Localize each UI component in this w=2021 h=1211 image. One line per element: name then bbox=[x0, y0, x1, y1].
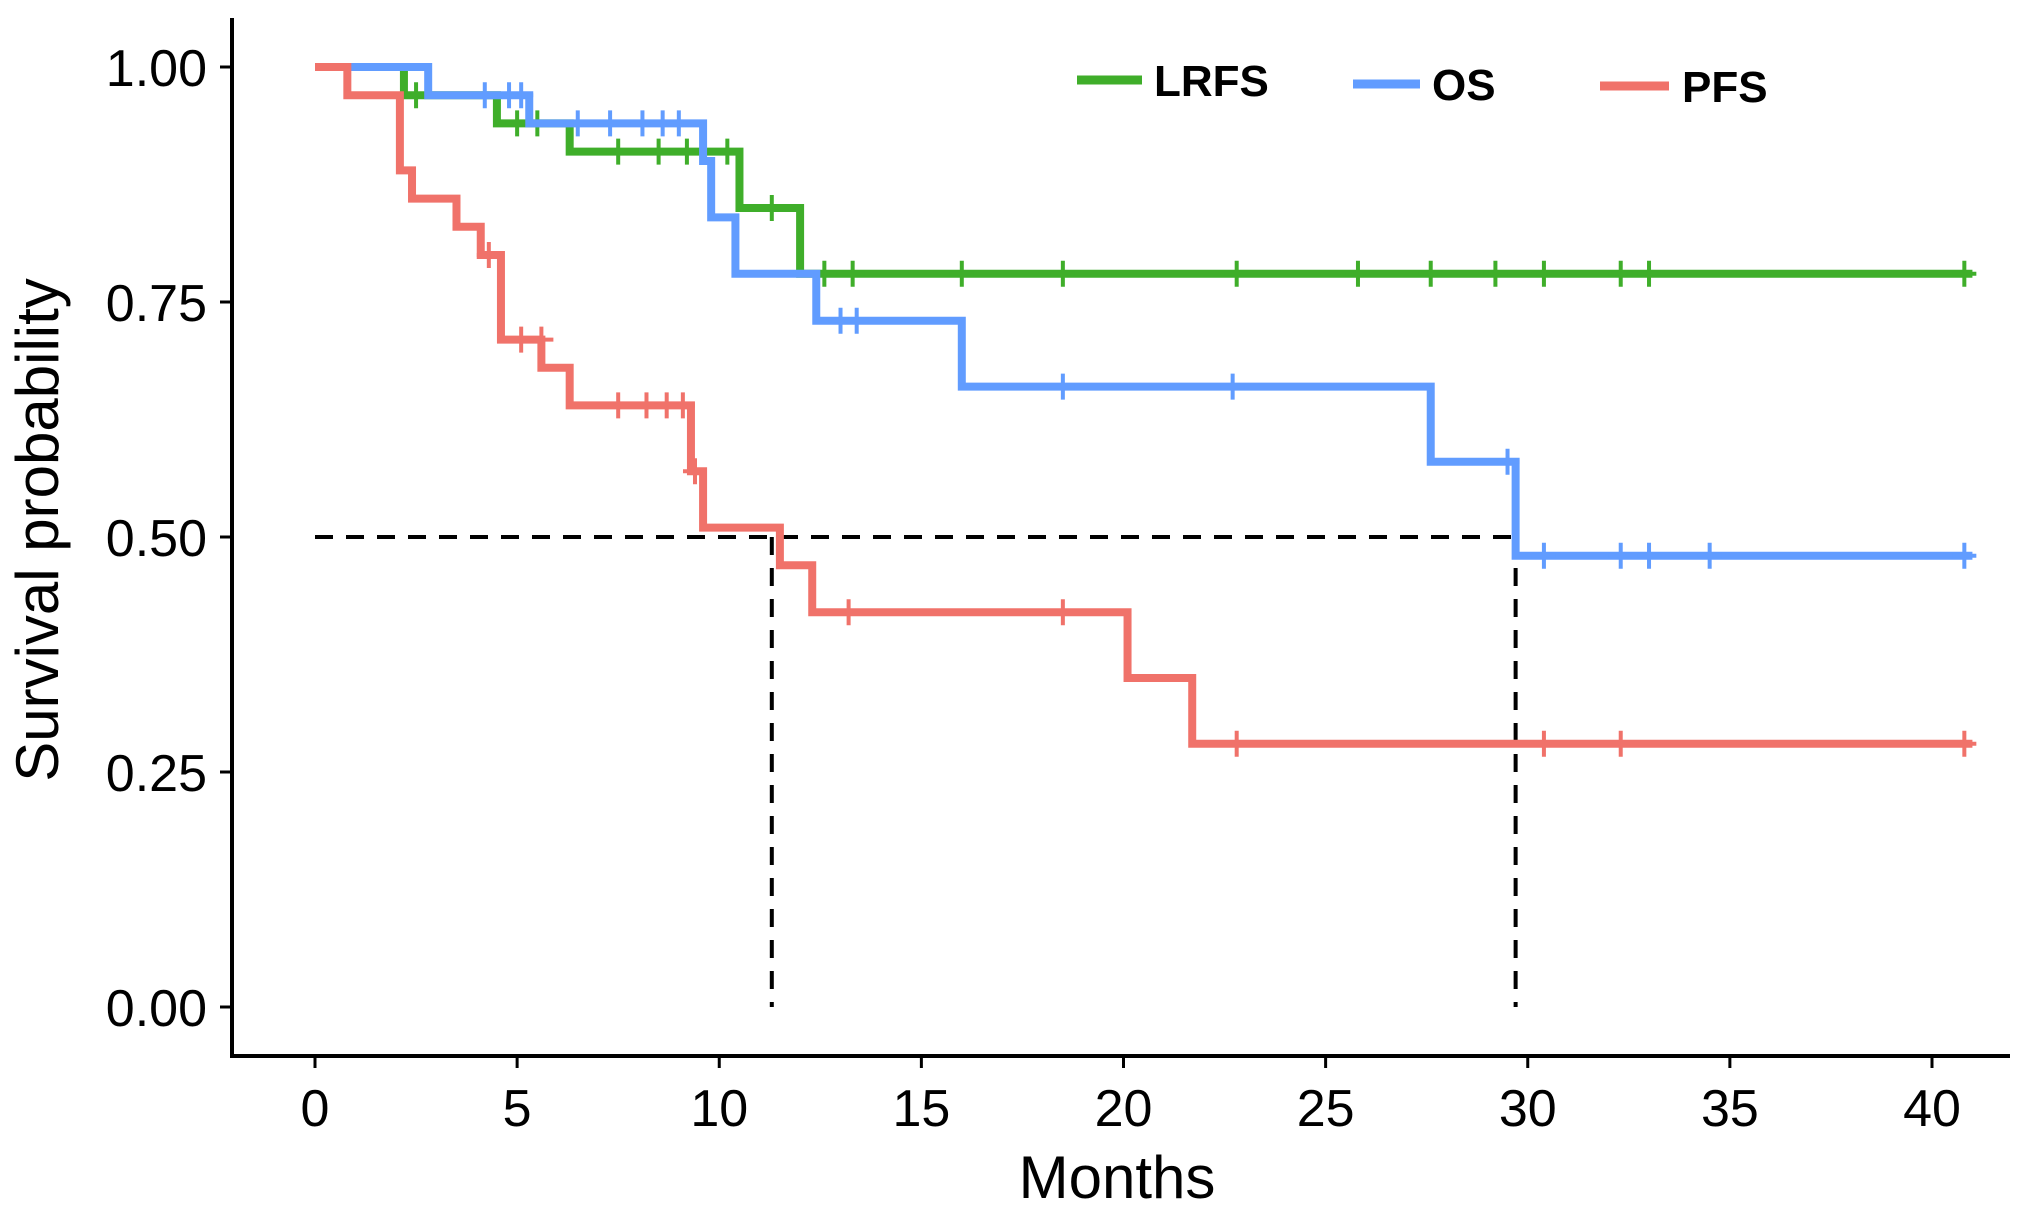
x-tick-label: 0 bbox=[301, 1080, 330, 1138]
censor-mark-pfs bbox=[836, 599, 861, 626]
censor-mark-lrfs bbox=[1608, 260, 1633, 287]
censor-mark-os bbox=[1637, 542, 1662, 569]
censor-mark-os bbox=[1050, 373, 1075, 400]
censor-mark-pfs bbox=[670, 392, 695, 419]
censor-mark-lrfs bbox=[1531, 260, 1556, 287]
x-tick-label: 20 bbox=[1095, 1080, 1153, 1138]
censor-mark-pfs bbox=[1050, 599, 1075, 626]
censor-mark-pfs bbox=[476, 242, 501, 268]
legend-label-os: OS bbox=[1432, 61, 1496, 110]
series-pfs bbox=[315, 63, 1977, 757]
survival-series bbox=[315, 63, 1977, 757]
legend: LRFS OS PFS bbox=[1077, 57, 1768, 112]
x-axis-title: Months bbox=[1019, 1144, 1216, 1211]
censor-mark-pfs bbox=[1608, 730, 1633, 757]
censor-mark-os bbox=[598, 110, 623, 137]
censor-mark-lrfs bbox=[404, 82, 429, 109]
censor-mark-lrfs bbox=[759, 195, 784, 221]
legend-label-pfs: PFS bbox=[1682, 63, 1768, 112]
y-tick-label: 0.25 bbox=[106, 745, 207, 803]
censor-mark-lrfs bbox=[840, 260, 865, 287]
censor-mark-lrfs bbox=[1418, 260, 1443, 287]
x-tick-label: 30 bbox=[1499, 1080, 1557, 1138]
y-tick-label: 0.50 bbox=[106, 510, 207, 568]
x-axis-ticks: 0 5 10 15 20 25 30 35 40 bbox=[301, 1056, 1961, 1138]
x-tick-label: 25 bbox=[1297, 1080, 1355, 1138]
x-tick-label: 5 bbox=[503, 1080, 532, 1138]
censor-mark-lrfs bbox=[1637, 260, 1662, 287]
censor-mark-lrfs bbox=[1952, 260, 1977, 287]
censor-mark-os bbox=[1608, 542, 1633, 569]
censor-mark-os bbox=[630, 110, 655, 137]
censor-mark-lrfs bbox=[505, 110, 530, 137]
axes bbox=[230, 18, 2010, 1058]
censor-mark-lrfs bbox=[606, 138, 631, 165]
censor-mark-os bbox=[1495, 448, 1520, 475]
y-tick-label: 1.00 bbox=[106, 40, 207, 98]
censor-mark-os bbox=[1697, 542, 1722, 569]
censor-mark-lrfs bbox=[674, 138, 699, 165]
x-tick-label: 35 bbox=[1701, 1080, 1759, 1138]
censor-mark-lrfs bbox=[1224, 260, 1249, 287]
censor-mark-lrfs bbox=[715, 138, 740, 165]
censor-mark-os bbox=[844, 307, 869, 334]
y-axis-title: Survival probability bbox=[4, 278, 71, 782]
series-os bbox=[315, 63, 1977, 569]
censor-mark-pfs bbox=[529, 326, 554, 353]
median-reference-lines bbox=[315, 535, 1518, 1007]
x-tick-label: 15 bbox=[892, 1080, 950, 1138]
censor-mark-os bbox=[1531, 542, 1556, 569]
y-axis-ticks: 0.00 0.25 0.50 0.75 1.00 bbox=[106, 40, 232, 1038]
censor-mark-lrfs bbox=[646, 138, 671, 165]
series-line-lrfs bbox=[315, 63, 1973, 278]
censor-mark-os bbox=[472, 82, 497, 109]
series-line-pfs bbox=[315, 63, 1973, 748]
censor-mark-lrfs bbox=[1050, 260, 1075, 287]
censor-mark-lrfs bbox=[1345, 260, 1370, 287]
censor-mark-pfs bbox=[606, 392, 631, 419]
censor-mark-pfs bbox=[634, 392, 659, 419]
series-lrfs bbox=[315, 63, 1977, 287]
legend-label-lrfs: LRFS bbox=[1154, 57, 1269, 106]
censor-mark-os bbox=[666, 110, 691, 137]
series-line-os bbox=[315, 63, 1973, 560]
censor-mark-pfs bbox=[682, 458, 707, 485]
censor-mark-lrfs bbox=[1483, 260, 1508, 287]
censor-mark-pfs bbox=[1952, 730, 1977, 757]
censor-mark-os bbox=[565, 110, 590, 137]
x-tick-label: 10 bbox=[690, 1080, 748, 1138]
censor-mark-lrfs bbox=[949, 260, 974, 287]
censor-mark-pfs bbox=[1531, 730, 1556, 757]
censor-mark-os bbox=[509, 82, 534, 109]
censor-mark-os bbox=[1220, 373, 1245, 400]
y-tick-label: 0.00 bbox=[106, 980, 207, 1038]
x-tick-label: 40 bbox=[1903, 1080, 1961, 1138]
censor-mark-os bbox=[1952, 542, 1977, 569]
censor-mark-pfs bbox=[509, 326, 534, 353]
censor-mark-pfs bbox=[1224, 730, 1249, 757]
y-tick-label: 0.75 bbox=[106, 275, 207, 333]
